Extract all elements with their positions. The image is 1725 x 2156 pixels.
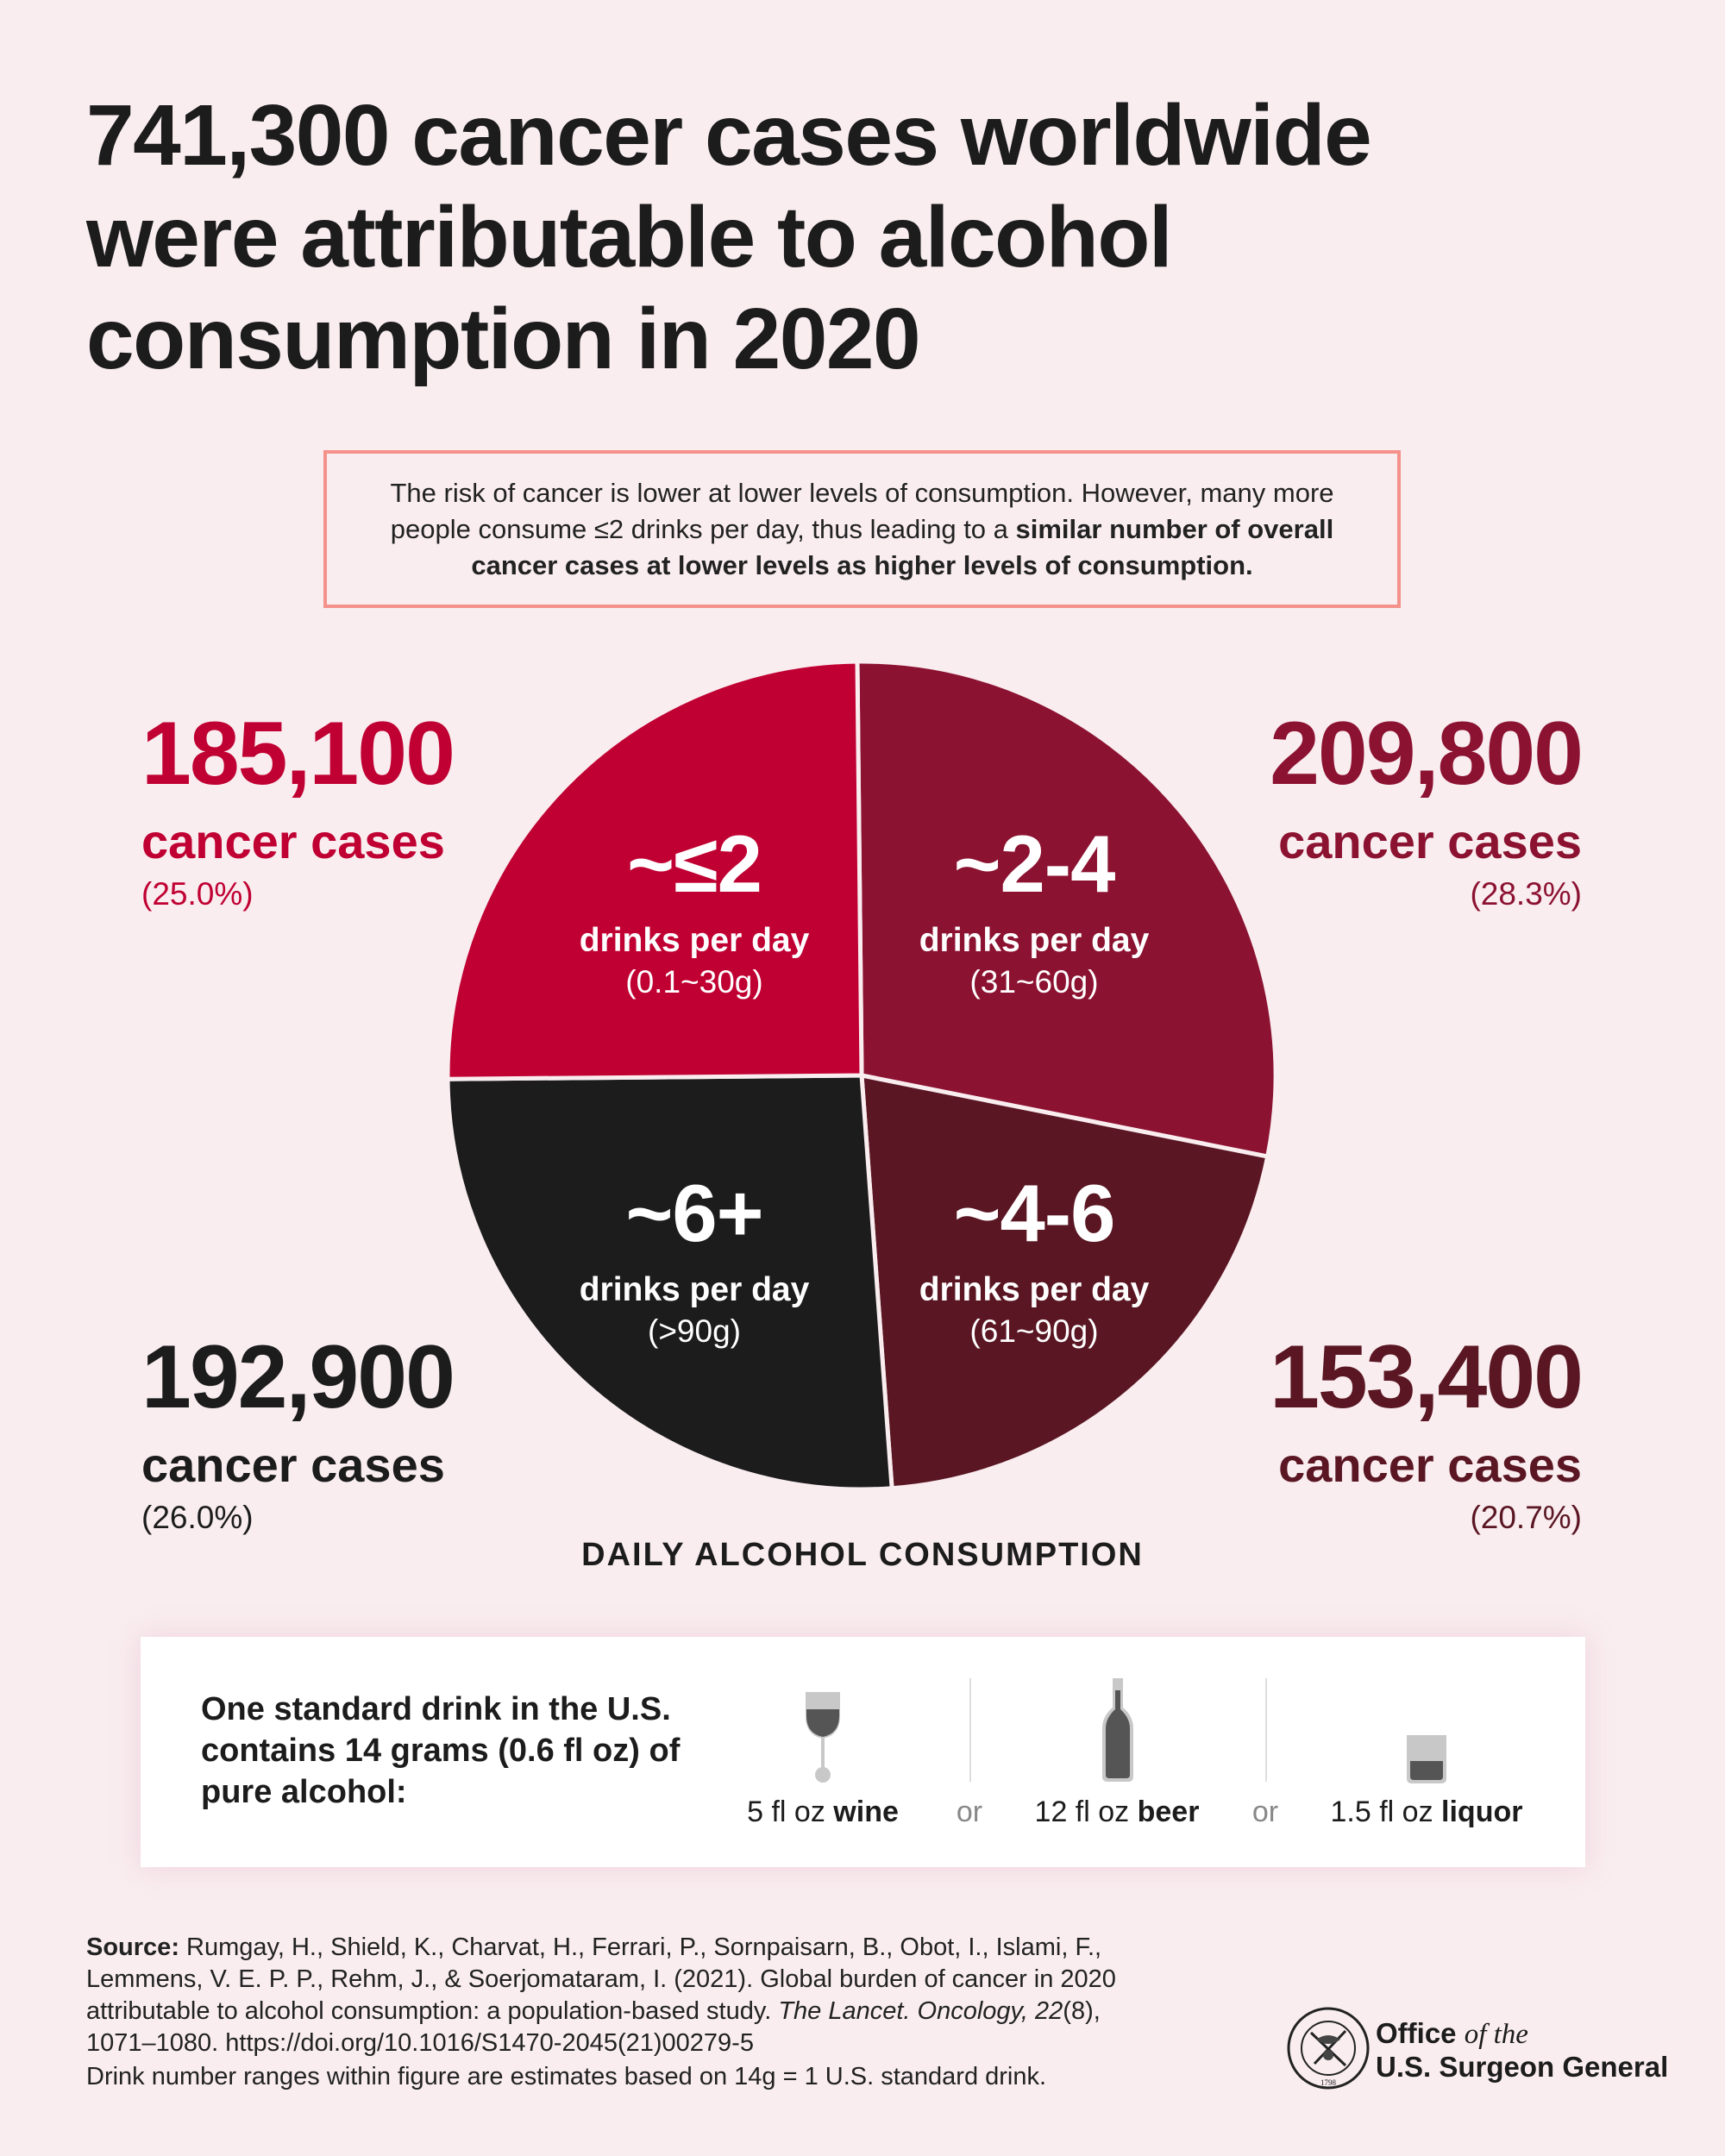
data-label-6plus: 192,900 cancer cases (26.0%) [141,1327,455,1535]
pie-slice [445,1073,894,1492]
case-label: cancer cases [1278,814,1582,868]
callout-box: The risk of cancer is lower at lower lev… [323,450,1401,608]
slice-unit: drinks per day [579,922,810,959]
svg-text:1798: 1798 [1320,2078,1337,2087]
source-text: Rumgay, H., Shield, K., Charvat, H., Fer… [86,1934,1116,2025]
source-journal: The Lancet. Oncology, 22 [778,1997,1063,2025]
beer-label: 12 fl oz beer [1035,1796,1200,1829]
callout-bold-text: similar number of overall cancer cases a… [471,513,1334,580]
slice-unit: drinks per day [579,1271,810,1308]
case-count: 153,400 [1270,1327,1584,1427]
pie-slice [859,1073,1270,1491]
data-label-le2: 185,100 cancer cases (25.0%) [141,704,455,912]
wine-glass-icon [806,1692,840,1783]
slice-label-6plus: ~6+ drinks per day (>90g) [513,1168,875,1349]
case-count: 185,100 [141,704,455,804]
standard-drink-heading: One standard drink in the U.S. contains … [201,1691,681,1810]
case-label: cancer cases [141,1438,445,1492]
source-rest: (8), 1071–1080. https://doi.org/10.1016/… [86,1997,1101,2057]
drink-amount: 5 fl oz [747,1796,834,1828]
case-percent: (28.3%) [1470,876,1582,912]
divider [969,1678,971,1782]
public-health-service-seal-icon: 1798 [1287,2007,1370,2090]
or-separator: or [1251,1796,1279,1828]
logo-of-the: of the [1464,2019,1528,2050]
logo-text: Office of the U.S. Surgeon General [1376,2017,1668,2084]
logo-surgeon-general: U.S. Surgeon General [1376,2051,1669,2083]
data-label-2-4: 209,800 cancer cases (28.3%) [1270,704,1584,912]
beer-bottle-icon [1102,1678,1133,1782]
slice-unit: drinks per day [919,922,1150,959]
liquor-label: 1.5 fl oz liquor [1331,1796,1523,1829]
surgeon-general-logo: 1798 Office of the U.S. Surgeon General [1285,2005,1668,2091]
slice-unit: drinks per day [919,1271,1150,1308]
case-percent: (25.0%) [141,876,254,912]
drink-amount: 12 fl oz [1034,1796,1138,1828]
slice-label-2-4: ~2-4 drinks per day (31~60g) [853,818,1215,1000]
case-label: cancer cases [1278,1438,1582,1492]
axis-label: DAILY ALCOHOL CONSUMPTION [581,1537,1144,1573]
source-label: Source: [86,1934,179,1961]
logo-office: Office [1376,2017,1465,2049]
callout-text: The risk of cancer is lower at lower lev… [390,477,1334,544]
data-label-4-6: 153,400 cancer cases (20.7%) [1270,1327,1584,1535]
slice-range: ~4-6 [953,1168,1116,1258]
pie-slice [445,659,864,1081]
title-line: consumption in 2020 [86,291,921,387]
pie-slice [855,659,1278,1159]
divider [1265,1678,1267,1782]
slice-label-le2: ~≤2 drinks per day (0.1~30g) [513,818,875,1000]
title-line: 741,300 cancer cases worldwide [86,87,1372,184]
page-title: 741,300 cancer cases worldwide were attr… [86,85,1639,390]
slice-range: ~≤2 [627,818,762,909]
drink-name: liquor [1441,1796,1523,1828]
case-count: 209,800 [1270,704,1584,804]
drink-name: beer [1137,1796,1200,1828]
title-line: were attributable to alcohol [86,189,1173,285]
slice-label-4-6: ~4-6 drinks per day (61~90g) [853,1168,1215,1349]
drink-amount: 1.5 fl oz [1330,1796,1442,1828]
case-count: 192,900 [141,1327,455,1427]
case-percent: (26.0%) [141,1500,254,1535]
case-percent: (20.7%) [1470,1500,1582,1535]
or-separator: or [956,1796,983,1828]
slice-grams: (0.1~30g) [625,964,763,1000]
standard-drink-panel: One standard drink in the U.S. contains … [141,1637,1585,1867]
slice-range: ~2-4 [953,818,1116,909]
slice-grams: (>90g) [648,1313,741,1349]
slice-grams: (61~90g) [969,1313,1099,1349]
wine-label: 5 fl oz wine [747,1796,899,1829]
source-citation: Source: Rumgay, H., Shield, K., Charvat,… [86,1932,1156,2059]
drink-footnote: Drink number ranges within figure are es… [86,2063,1047,2090]
slice-range: ~6+ [625,1168,763,1258]
liquor-glass-icon [1407,1735,1446,1783]
slice-grams: (31~60g) [969,964,1099,1000]
case-label: cancer cases [141,814,445,868]
drink-name: wine [833,1796,899,1828]
